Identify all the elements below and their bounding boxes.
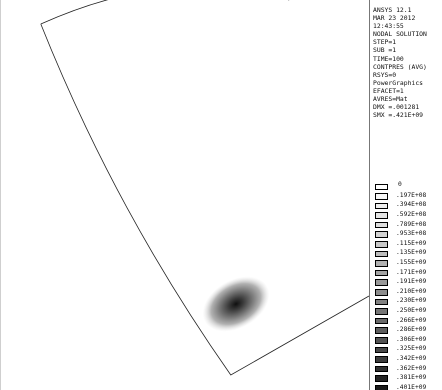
legend-entry: .592E+08 [374,211,442,221]
info-line: AVRES=Mat [373,95,408,104]
legend-entry: .171E+09 [374,268,442,278]
legend-label: .135E+09 [396,249,427,257]
legend-label: .394E+08 [396,201,427,209]
legend-entry: .325E+09 [374,345,442,355]
legend-label: .286E+09 [396,326,427,334]
legend-swatch [375,317,388,325]
legend-swatch [375,337,388,344]
info-line: 12:43:55 [373,22,404,31]
legend-label: .401E+09 [396,383,427,390]
legend-swatch [375,183,388,190]
legend-entry: .135E+09 [374,249,442,259]
contact-pressure-hotspot [202,276,270,332]
info-line: TIME=100 [373,54,404,63]
info-line: CONTPRES (AVG) [373,62,427,71]
legend-entry: .401E+09 [374,383,442,390]
legend-swatch [375,202,388,210]
legend-label: .362E+09 [396,364,427,372]
contour-legend: 0 .197E+08 .394E+08 .592E+08.789E+08 .953E+0… [374,180,442,390]
legend-entry: .155E+09 [374,259,442,269]
model-plot[interactable] [0,0,370,390]
info-line: ANSYS 12.1 [373,6,412,14]
legend-entry: .230E+09 [374,297,442,307]
legend-swatch [375,327,388,334]
legend-label: .306E+09 [396,335,427,343]
legend-swatch [375,298,388,306]
legend-entry: .210E+09 [374,288,442,298]
info-line: EFACET=1 [373,86,404,95]
legend-entry: .394E+08 [374,201,442,211]
legend-swatch [375,250,388,258]
legend-label: .250E+09 [396,307,427,315]
legend-swatch [375,212,388,219]
legend-entry: .342E+09 [374,355,442,365]
legend-divider [369,0,370,390]
legend-swatch [375,269,388,277]
legend-label: .171E+09 [396,268,427,276]
legend-swatch [375,193,388,200]
legend-swatch [375,231,388,238]
legend-swatch [375,241,388,248]
legend-label: .197E+08 [396,191,427,199]
window-left-border [0,0,1,390]
legend-entry: .789E+08 [374,220,442,230]
legend-entry: 0 [374,180,442,192]
info-line: STEP=1 [373,38,397,47]
legend-entry: .381E+09 [374,374,442,384]
legend-label: .592E+08 [396,211,427,219]
legend-entry: .250E+09 [374,307,442,317]
info-line: MAR 23 2012 [373,14,416,23]
legend-entry: .115E+09 [374,240,442,250]
legend-swatch [375,375,388,382]
legend-swatch [375,356,388,363]
legend-label: .210E+09 [396,287,427,295]
solution-info-panel: ANSYS 12.1 MAR 23 2012 12:43:55 NODAL SOLUT… [373,6,442,119]
legend-swatch [375,384,388,390]
legend-label: .191E+09 [396,278,427,286]
legend-label: .789E+08 [396,220,427,228]
contour-region [202,276,270,332]
legend-entry: .953E+08 [374,230,442,240]
legend-swatch [375,279,388,286]
legend-entry: .362E+09 [374,364,442,374]
legend-swatch [375,289,388,296]
legend-label: .115E+09 [396,239,427,247]
legend-label: 0 [398,180,402,188]
legend-label: .230E+09 [396,297,427,305]
legend-swatch [375,365,388,373]
legend-label: .325E+09 [396,345,427,353]
info-line: RSYS=0 [373,70,397,79]
info-line: PowerGraphics [373,78,424,87]
legend-label: .266E+09 [396,316,427,324]
legend-entry: .306E+09 [374,336,442,346]
model-outline[interactable] [40,0,370,376]
legend-swatch [375,221,388,229]
legend-swatch [375,260,388,267]
legend-entry: .197E+08 [374,192,442,202]
legend-entry: .191E+09 [374,278,442,288]
legend-label: .155E+09 [396,259,427,267]
legend-label: .953E+08 [396,230,427,238]
legend-entry: .266E+09 [374,316,442,326]
legend-swatch [375,308,388,315]
info-line: SUB =1 [373,46,397,55]
info-line: SMX =.421E+09 [373,111,424,120]
legend-entry: .286E+09 [374,326,442,336]
legend-label: .381E+09 [396,374,427,382]
legend-label: .342E+09 [396,354,427,362]
info-line: NODAL SOLUTION [373,30,427,39]
legend-swatch [375,346,388,354]
info-line: DMX =.001281 [373,103,420,112]
